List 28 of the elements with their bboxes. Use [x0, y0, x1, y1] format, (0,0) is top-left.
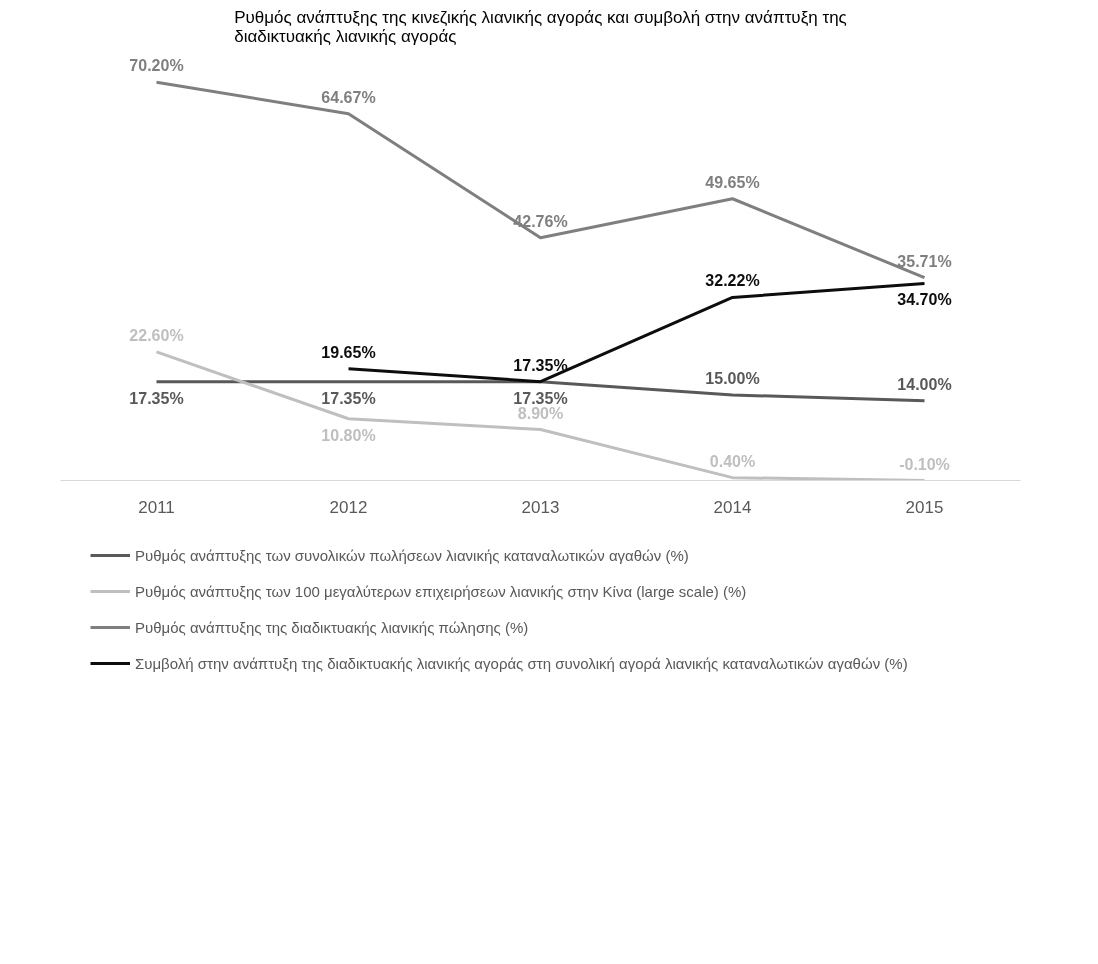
data-label: 0.40%	[709, 452, 756, 470]
data-label: 17.35%	[513, 356, 568, 374]
legend-label: Ρυθμός ανάπτυξης των συνολικών πωλήσεων λιανικής καταναλωτικών αγαθών (%)	[135, 546, 689, 564]
x-tick-label: 2012	[329, 497, 368, 517]
x-tick-label: 2015	[905, 497, 944, 517]
data-label: 10.80%	[321, 426, 376, 444]
x-tick-label: 2011	[138, 497, 175, 517]
data-label: 35.71%	[897, 252, 952, 270]
data-label: 32.22%	[705, 272, 760, 290]
data-label: 14.00%	[897, 375, 952, 393]
data-label: -0.10%	[899, 455, 950, 473]
data-label: 70.20%	[129, 57, 184, 75]
data-label: 49.65%	[705, 173, 760, 191]
data-label: 64.67%	[321, 88, 376, 106]
legend-label: Ρυθμός ανάπτυξης της διαδικτυακής λιανικής πώλησης (%)	[135, 618, 529, 636]
legend-label: Συμβολή στην ανάπτυξη της διαδικτυακής λιανικής αγοράς στη συνολική αγορά λιανικής καταναλωτικών αγαθών (%)	[135, 654, 908, 672]
data-label: 22.60%	[129, 326, 184, 344]
data-label: 15.00%	[705, 369, 760, 387]
data-label: 17.35%	[129, 389, 184, 407]
data-label: 8.90%	[517, 404, 564, 422]
legend-label: Ρυθμός ανάπτυξης των 100 μεγαλύτερων επιχειρήσεων λιανικής στην Κίνα (large scale) (%)	[135, 582, 747, 600]
data-label: 17.35%	[321, 389, 376, 407]
x-tick-label: 2014	[713, 497, 752, 517]
data-label: 19.65%	[321, 343, 376, 361]
x-tick-label: 2013	[521, 497, 560, 517]
data-label: 17.35%	[513, 389, 568, 407]
data-label: 34.70%	[897, 291, 952, 309]
chart-title: Ρυθμός ανάπτυξης της κινεζικής λιανικής αγοράς και συμβολή στην ανάπτυξη της διαδικτυακής λιανικής αγοράς	[234, 7, 847, 46]
